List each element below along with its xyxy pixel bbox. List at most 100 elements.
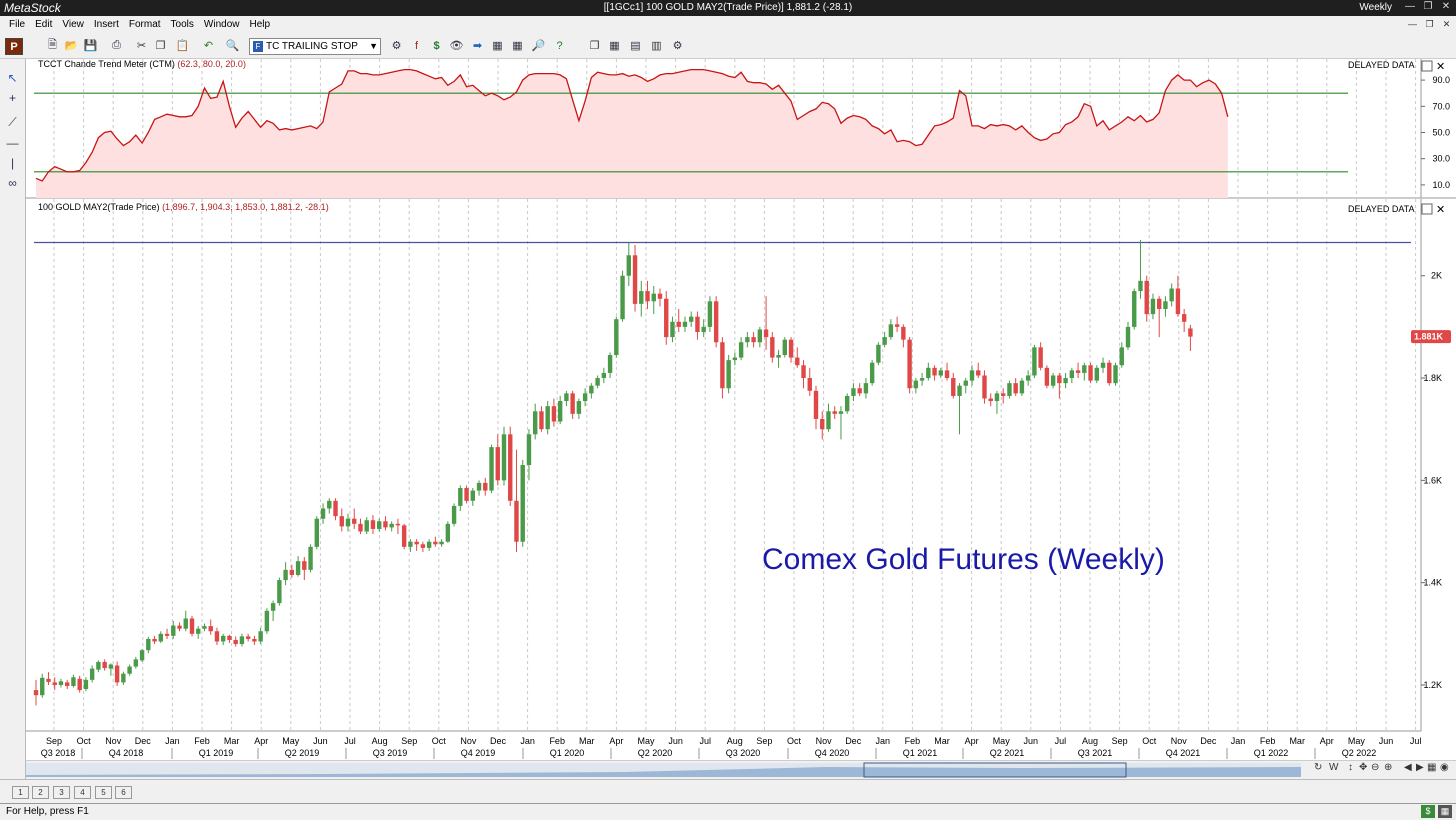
- search-icon[interactable]: 🔎: [531, 40, 546, 52]
- menu-file[interactable]: File: [9, 19, 26, 30]
- palette-icon[interactable]: ◉: [1440, 762, 1449, 773]
- minimize-icon[interactable]: —: [1405, 1, 1415, 12]
- grid-icon[interactable]: ▦: [1427, 762, 1437, 773]
- menu-format[interactable]: Format: [128, 19, 161, 30]
- restore-icon[interactable]: ❐: [1423, 1, 1433, 12]
- tile-icon[interactable]: ▦: [609, 40, 620, 52]
- menu-window[interactable]: Window: [203, 19, 240, 30]
- tester-icon[interactable]: ▦: [512, 40, 523, 52]
- vertical-line-icon[interactable]: |: [10, 155, 15, 170]
- quarter-label: Q3 2021: [1078, 748, 1113, 758]
- paste-icon[interactable]: 📋: [175, 40, 190, 52]
- menu-tools[interactable]: Tools: [170, 19, 194, 30]
- crosshair-icon[interactable]: +: [8, 90, 16, 105]
- layout-2-icon[interactable]: 2: [32, 786, 49, 799]
- expert-advisor-select[interactable]: F TC TRAILING STOP ▼: [249, 38, 381, 55]
- periodicity-label[interactable]: W: [1329, 762, 1339, 773]
- layout-5-icon[interactable]: 5: [95, 786, 112, 799]
- overview-strip[interactable]: [26, 761, 1316, 779]
- candle-body: [838, 411, 844, 414]
- price-tick-label: 1.6K: [1423, 475, 1442, 485]
- mdi-restore-icon[interactable]: ❐: [1425, 19, 1434, 29]
- explorer-icon[interactable]: 👁: [449, 40, 464, 52]
- price-maximize-icon[interactable]: [1421, 203, 1433, 215]
- candle-body: [227, 635, 232, 640]
- candle-body: [202, 626, 207, 629]
- close-icon[interactable]: ✕: [1441, 1, 1451, 12]
- layout-6-icon[interactable]: 6: [115, 786, 132, 799]
- layout-1-icon[interactable]: 1: [12, 786, 29, 799]
- chart-canvas[interactable]: 90.0 70.0 50.0 30.0 10.0 TCCT Chande Trend M…: [26, 59, 1456, 764]
- candle-body: [1169, 288, 1174, 302]
- horizontal-line-icon[interactable]: —: [6, 135, 19, 150]
- mdi-close-icon[interactable]: ✕: [1442, 19, 1451, 29]
- status-layout-icon[interactable]: ▦: [1438, 805, 1452, 818]
- zoom-out-icon[interactable]: ⊖: [1371, 762, 1380, 773]
- trendline-icon[interactable]: ⟋: [8, 115, 17, 129]
- mdi-minimize-icon[interactable]: —: [1408, 19, 1417, 29]
- candle-body: [233, 639, 238, 645]
- candle-body: [963, 380, 968, 386]
- tile-vertical-icon[interactable]: ▥: [651, 40, 662, 52]
- month-label: Nov: [816, 736, 833, 746]
- candle-body: [1163, 301, 1168, 309]
- price-pane[interactable]: 2K 1.8K 1.6K 1.4K 1.2K 1.881K 100 GOLD MAY2(…: [26, 199, 1451, 732]
- zoom-in-icon[interactable]: ⊕: [1384, 762, 1393, 773]
- status-dollar-icon[interactable]: $: [1421, 805, 1435, 818]
- undo-icon[interactable]: ↶: [203, 40, 214, 52]
- indicator-icon[interactable]: f: [414, 39, 419, 52]
- window-title: [[1GCc1] 100 GOLD MAY2(Trade Price)] 1,8…: [603, 2, 853, 13]
- pan-icon[interactable]: ✥: [1359, 762, 1368, 773]
- price-close-icon[interactable]: ✕: [1436, 204, 1445, 216]
- new-chart-icon[interactable]: 🗎: [48, 39, 57, 51]
- menu-edit[interactable]: Edit: [35, 19, 53, 30]
- metastock-logo[interactable]: P: [5, 38, 23, 55]
- refresh-icon[interactable]: ↻: [1314, 762, 1323, 773]
- arrow-right-icon[interactable]: ➡: [472, 40, 483, 52]
- open-icon[interactable]: 📂: [64, 40, 79, 52]
- candle-body: [851, 388, 856, 396]
- candle-body: [901, 326, 906, 340]
- copy-icon[interactable]: ❐: [155, 40, 166, 52]
- chart-annotation[interactable]: Comex Gold Futures (Weekly): [762, 543, 1165, 576]
- candle-body: [40, 677, 45, 696]
- month-label: May: [282, 736, 300, 746]
- pointer-icon[interactable]: ↖: [7, 70, 18, 85]
- chart-window[interactable]: 90.0 70.0 50.0 30.0 10.0 TCCT Chande Trend M…: [26, 59, 1456, 764]
- help-icon[interactable]: ?: [556, 39, 563, 52]
- chart-scrollbar[interactable]: ↻ W ↕ ✥ ⊖ ⊕ ◀ ▶ ▦ ◉: [26, 760, 1456, 778]
- dollar-icon[interactable]: $: [433, 39, 440, 52]
- indicator-maximize-icon[interactable]: [1421, 60, 1433, 72]
- scroll-right-icon[interactable]: ▶: [1416, 762, 1424, 773]
- scroll-left-icon[interactable]: ◀: [1404, 762, 1412, 773]
- candle-body: [1075, 370, 1081, 373]
- menu-insert[interactable]: Insert: [93, 19, 119, 30]
- candle-body: [957, 385, 962, 396]
- zoom-icon[interactable]: 🔍: [225, 40, 240, 52]
- candle-body: [932, 367, 937, 376]
- month-label: Feb: [549, 736, 565, 746]
- layout-4-icon[interactable]: 4: [74, 786, 91, 799]
- print-icon[interactable]: ⎙: [112, 39, 121, 51]
- fibonacci-icon[interactable]: ∞: [8, 175, 17, 190]
- expert-tool-icon[interactable]: ⚙: [391, 40, 402, 52]
- price-label: 100 GOLD MAY2(Trade Price) (1,896.7, 1,9…: [38, 202, 329, 212]
- tile-horizontal-icon[interactable]: ▤: [630, 40, 641, 52]
- layout-3-icon[interactable]: 3: [53, 786, 70, 799]
- indicator-close-icon[interactable]: ✕: [1436, 61, 1445, 73]
- menu-help[interactable]: Help: [249, 19, 271, 30]
- quarter-label: Q2 2020: [638, 748, 673, 758]
- system-tester-icon[interactable]: ▦: [492, 40, 503, 52]
- indicator-pane[interactable]: 90.0 70.0 50.0 30.0 10.0 TCCT Chande Trend M…: [26, 59, 1456, 199]
- settings-icon[interactable]: ⚙: [672, 40, 683, 52]
- save-icon[interactable]: 💾: [83, 40, 98, 52]
- last-price-label: 1.881K: [1414, 332, 1444, 342]
- candle-body: [196, 628, 201, 634]
- quarter-label: Q1 2021: [903, 748, 938, 758]
- candle-body: [876, 344, 881, 363]
- menu-view[interactable]: View: [62, 19, 84, 30]
- candle-body: [645, 291, 650, 302]
- resize-icon[interactable]: ↕: [1348, 762, 1353, 773]
- cut-icon[interactable]: ✂: [136, 40, 147, 52]
- cascade-icon[interactable]: ❐: [589, 40, 600, 52]
